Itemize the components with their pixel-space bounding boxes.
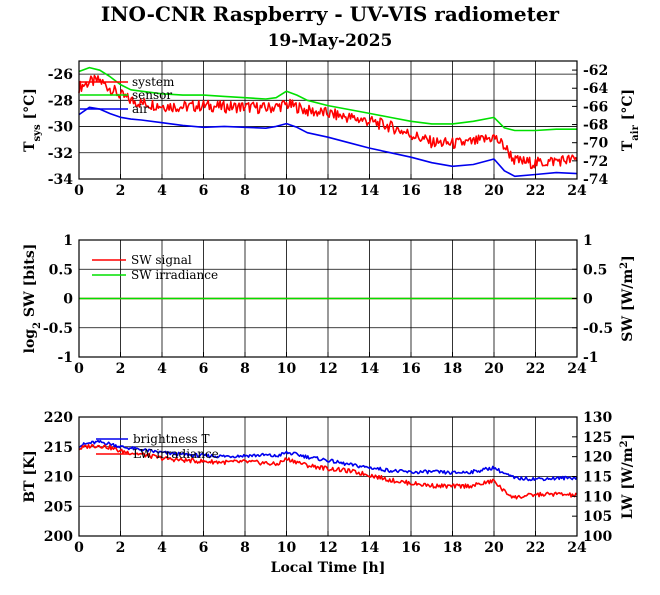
y-right-tick-label: 100	[583, 529, 612, 545]
x-tick-label: 20	[484, 361, 504, 377]
panel-temperature: 0 2 4 6 8 10 12 14 16 18 20 22 24-34-32-30-28-26-74-…	[48, 60, 609, 199]
y-right-tick-label: 0	[583, 292, 593, 308]
y-left-tick-label: -34	[48, 172, 74, 188]
x-tick-label: 6	[199, 540, 209, 556]
x-tick-label: 4	[157, 361, 167, 377]
x-tick-label: 24	[567, 183, 587, 199]
y-right-tick-label: -66	[583, 99, 608, 115]
y-right-tick-label: 130	[583, 410, 612, 426]
y-right-tick-label: -0.5	[583, 321, 613, 337]
y-right-tick-label: -70	[583, 136, 609, 152]
y-left-tick-label: -0.5	[43, 321, 73, 337]
legend-entry: sensor	[132, 88, 172, 102]
y-right-tick-label: 0.5	[583, 262, 607, 278]
y-left-axis-label: BT [K]	[22, 450, 38, 503]
y-right-tick-label: -68	[583, 118, 608, 134]
legend-entry: system	[132, 75, 175, 89]
x-tick-label: 6	[199, 183, 209, 199]
legend-entry: SW irradiance	[131, 268, 218, 282]
y-left-tick-label: -32	[48, 146, 73, 162]
x-tick-label: 8	[240, 361, 250, 377]
y-right-tick-label: 120	[583, 450, 612, 466]
x-tick-label: 14	[360, 540, 380, 556]
y-left-tick-label: -1	[57, 350, 73, 366]
y-right-tick-label: -74	[583, 172, 609, 188]
x-tick-label: 12	[318, 540, 337, 556]
x-tick-label: 0	[74, 540, 84, 556]
y-right-tick-label: 110	[583, 489, 612, 505]
chart-title: INO-CNR Raspberry - UV-VIS radiometer	[101, 2, 560, 26]
y-right-tick-label: -64	[583, 81, 609, 97]
x-tick-label: 22	[526, 540, 545, 556]
series-line-lw-irradiance	[78, 443, 578, 500]
y-right-tick-label: 105	[583, 509, 612, 525]
legend-entry: air	[132, 102, 149, 116]
x-tick-label: 16	[401, 540, 420, 556]
y-left-tick-label: 205	[44, 499, 73, 515]
y-right-axis-label: Tair [°C]	[620, 89, 641, 151]
x-tick-label: 10	[277, 361, 297, 377]
x-tick-label: 22	[526, 183, 545, 199]
y-right-tick-label: -72	[583, 154, 608, 170]
x-tick-label: 14	[360, 183, 380, 199]
y-right-axis-label: SW [W/m2]	[619, 255, 637, 342]
x-tick-label: 20	[484, 540, 504, 556]
y-right-tick-label: 1	[583, 233, 593, 249]
x-tick-label: 12	[318, 183, 337, 199]
panel-shortwave: 0 2 4 6 8 10 12 14 16 18 20 22 24-1-0.500.51-1-0.500…	[43, 233, 613, 377]
y-right-axis-label: LW [W/m2]	[619, 434, 637, 519]
y-left-tick-label: 220	[44, 410, 73, 426]
y-right-tick-label: 125	[583, 430, 612, 446]
x-axis-label: Local Time [h]	[271, 560, 386, 576]
y-left-tick-label: 210	[44, 470, 73, 486]
panel-longwave: 0 2 4 6 8 10 12 14 16 18 20 22 242002052102152201001…	[44, 410, 613, 556]
x-tick-label: 8	[240, 540, 250, 556]
x-tick-label: 16	[401, 361, 420, 377]
y-left-tick-label: 200	[44, 529, 73, 545]
x-tick-label: 18	[443, 183, 462, 199]
x-tick-label: 8	[240, 183, 250, 199]
x-tick-label: 2	[116, 540, 126, 556]
x-tick-label: 10	[277, 183, 297, 199]
chart-subtitle: 19-May-2025	[268, 31, 393, 51]
x-tick-label: 24	[567, 361, 587, 377]
y-left-tick-label: -28	[48, 93, 73, 109]
x-tick-label: 24	[567, 540, 587, 556]
series-line-sensor	[78, 66, 577, 132]
y-left-tick-label: 215	[44, 440, 73, 456]
x-tick-label: 14	[360, 361, 380, 377]
legend-entry: brightness T	[133, 432, 209, 446]
legend-entry: LW irradiance	[133, 447, 219, 461]
panels: 0 2 4 6 8 10 12 14 16 18 20 22 24-34-32-30-28-26-74-…	[22, 60, 641, 556]
x-tick-label: 18	[443, 361, 462, 377]
x-tick-label: 16	[401, 183, 420, 199]
x-tick-label: 0	[74, 183, 84, 199]
y-left-axis-label: log2 SW [bits]	[22, 244, 43, 354]
x-tick-label: 12	[318, 361, 337, 377]
y-right-tick-label: -62	[583, 63, 608, 79]
x-tick-label: 22	[526, 361, 545, 377]
series-line-air	[78, 106, 578, 178]
y-left-tick-label: -30	[48, 120, 74, 136]
x-tick-label: 0	[74, 361, 84, 377]
y-left-tick-label: 0	[63, 292, 73, 308]
y-left-tick-label: 0.5	[49, 262, 73, 278]
x-tick-label: 2	[116, 183, 126, 199]
y-left-tick-label: 1	[63, 233, 73, 249]
legend-entry: SW signal	[131, 253, 192, 267]
x-tick-label: 20	[484, 183, 504, 199]
y-left-tick-label: -26	[48, 67, 73, 83]
y-right-tick-label: 115	[583, 470, 612, 486]
y-left-axis-label: Tsys [°C]	[22, 88, 43, 152]
series-line-system	[78, 74, 578, 170]
x-tick-label: 4	[157, 540, 167, 556]
series-line-brightness-t	[78, 439, 578, 482]
x-tick-label: 4	[157, 183, 167, 199]
x-tick-label: 2	[116, 361, 126, 377]
x-tick-label: 10	[277, 540, 297, 556]
x-tick-label: 18	[443, 540, 462, 556]
y-right-tick-label: -1	[583, 350, 599, 366]
x-tick-label: 6	[199, 361, 209, 377]
